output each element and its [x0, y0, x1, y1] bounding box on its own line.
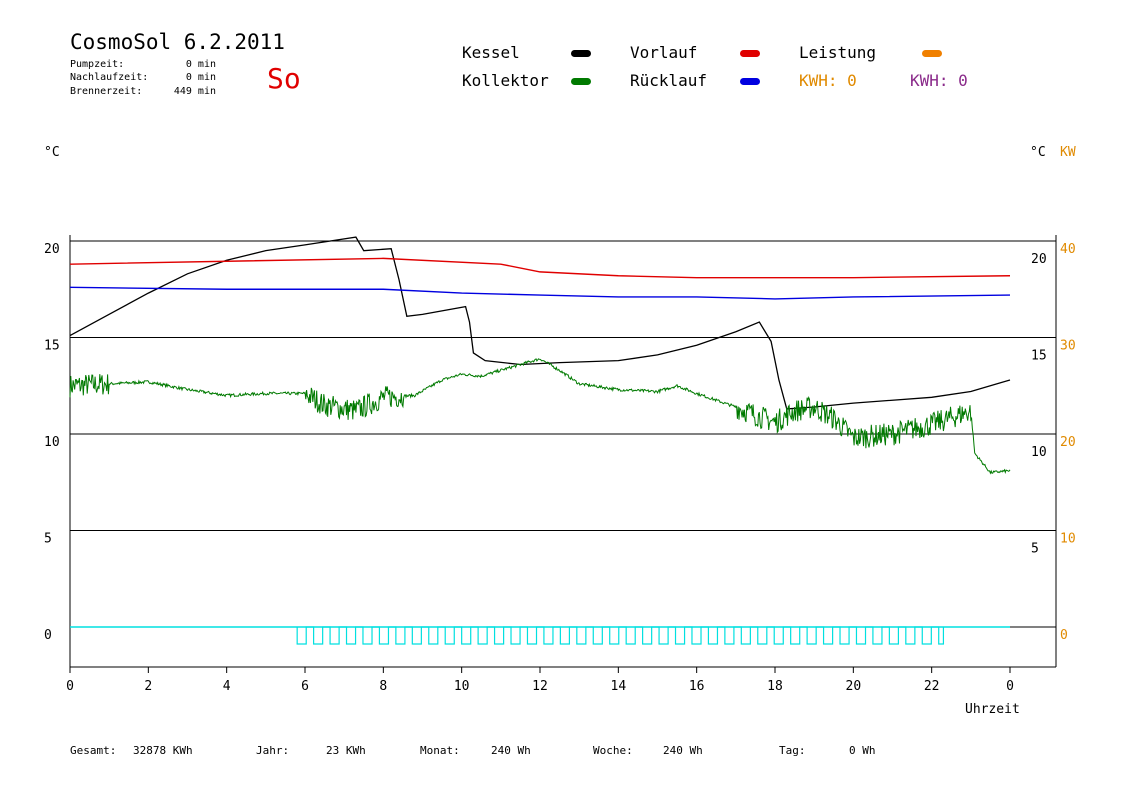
x-tick-label: 0 — [1006, 679, 1014, 694]
right-unit-c-label: °C — [1030, 145, 1046, 160]
legend-kwh-orange: KWH: 0 — [799, 71, 857, 90]
x-tick-label: 12 — [532, 679, 548, 694]
footer-tag-label: Tag: — [779, 744, 806, 757]
y-tick-label-right-kw: 10 — [1060, 532, 1076, 547]
stat-value: 449 min — [173, 86, 216, 97]
x-tick-label: 8 — [379, 679, 387, 694]
right-unit-kw-label: KW — [1060, 145, 1076, 160]
y-tick-label-right-c: 15 — [1031, 349, 1047, 364]
left-unit-label: °C — [44, 145, 60, 160]
series-line-rcklauf — [69, 286, 1011, 300]
x-tick-label: 18 — [767, 679, 783, 694]
x-tick-label: 16 — [689, 679, 705, 694]
stat-pumpzeit: Pumpzeit: 0 min — [70, 59, 216, 70]
stat-brennerzeit: Brennerzeit: 449 min — [70, 86, 216, 97]
x-tick-label: 10 — [454, 679, 470, 694]
stat-label: Pumpzeit: — [70, 59, 125, 70]
legend-kwh-purple: KWH: 0 — [910, 71, 968, 90]
legend-kessel: Kessel — [462, 43, 520, 62]
legend-swatch-leistung — [922, 50, 942, 57]
stat-label: Brennerzeit: — [70, 86, 143, 97]
stat-value: 0 min — [185, 72, 216, 83]
y-tick-label-left: 5 — [44, 532, 52, 547]
footer-woche-value: 240 Wh — [663, 744, 703, 757]
legend-swatch-vorlauf — [740, 50, 760, 57]
y-tick-label-right-kw: 0 — [1060, 628, 1068, 643]
legend-swatch-ruecklauf — [740, 78, 760, 85]
footer-gesamt-value: 32878 KWh — [133, 744, 193, 757]
legend-kollektor: Kollektor — [462, 71, 549, 90]
footer-monat-label: Monat: — [420, 744, 460, 757]
footer-monat-value: 240 Wh — [491, 744, 531, 757]
stat-label: Nachlaufzeit: — [70, 72, 149, 83]
x-tick-label: 4 — [223, 679, 231, 694]
x-tick-label: 22 — [924, 679, 940, 694]
y-tick-label-right-c: 5 — [1031, 542, 1039, 557]
series-line-kessel — [69, 236, 1011, 410]
series-line-vorlauf — [69, 257, 1011, 279]
x-tick-label: 20 — [846, 679, 862, 694]
stat-nachlaufzeit: Nachlaufzeit: 0 min — [70, 72, 216, 83]
legend-swatch-kollektor — [571, 78, 591, 85]
page-title: CosmoSol 6.2.2011 — [70, 30, 285, 54]
x-tick-label: 6 — [301, 679, 309, 694]
footer-woche-label: Woche: — [593, 744, 633, 757]
series-line-kollektor — [69, 358, 1011, 475]
pump-signal-pulses — [296, 626, 945, 645]
footer-gesamt-label: Gesamt: — [70, 744, 117, 757]
y-tick-label-left: 10 — [44, 435, 60, 450]
y-tick-label-right-c: 20 — [1031, 252, 1047, 267]
x-tick-label: 2 — [144, 679, 152, 694]
y-tick-label-right-kw: 30 — [1060, 339, 1076, 354]
footer-tag-value: 0 Wh — [849, 744, 876, 757]
x-tick-label: 14 — [611, 679, 627, 694]
footer-jahr-label: Jahr: — [256, 744, 290, 757]
y-tick-label-left: 20 — [44, 242, 60, 257]
y-tick-label-right-c: 10 — [1031, 445, 1047, 460]
x-axis-label: Uhrzeit — [965, 702, 1020, 717]
legend-swatch-kessel — [571, 50, 591, 57]
x-tick-label: 0 — [66, 679, 74, 694]
legend-ruecklauf: Rücklauf — [630, 71, 708, 90]
stat-value: 0 min — [185, 59, 216, 70]
y-tick-label-left: 0 — [44, 628, 52, 643]
day-code: So — [267, 62, 301, 95]
y-tick-label-right-kw: 20 — [1060, 435, 1076, 450]
y-tick-label-left: 15 — [44, 339, 60, 354]
footer-jahr-value: 23 KWh — [326, 744, 366, 757]
legend-leistung: Leistung — [799, 43, 877, 62]
legend-vorlauf: Vorlauf — [630, 43, 698, 62]
y-tick-label-right-kw: 40 — [1060, 242, 1076, 257]
